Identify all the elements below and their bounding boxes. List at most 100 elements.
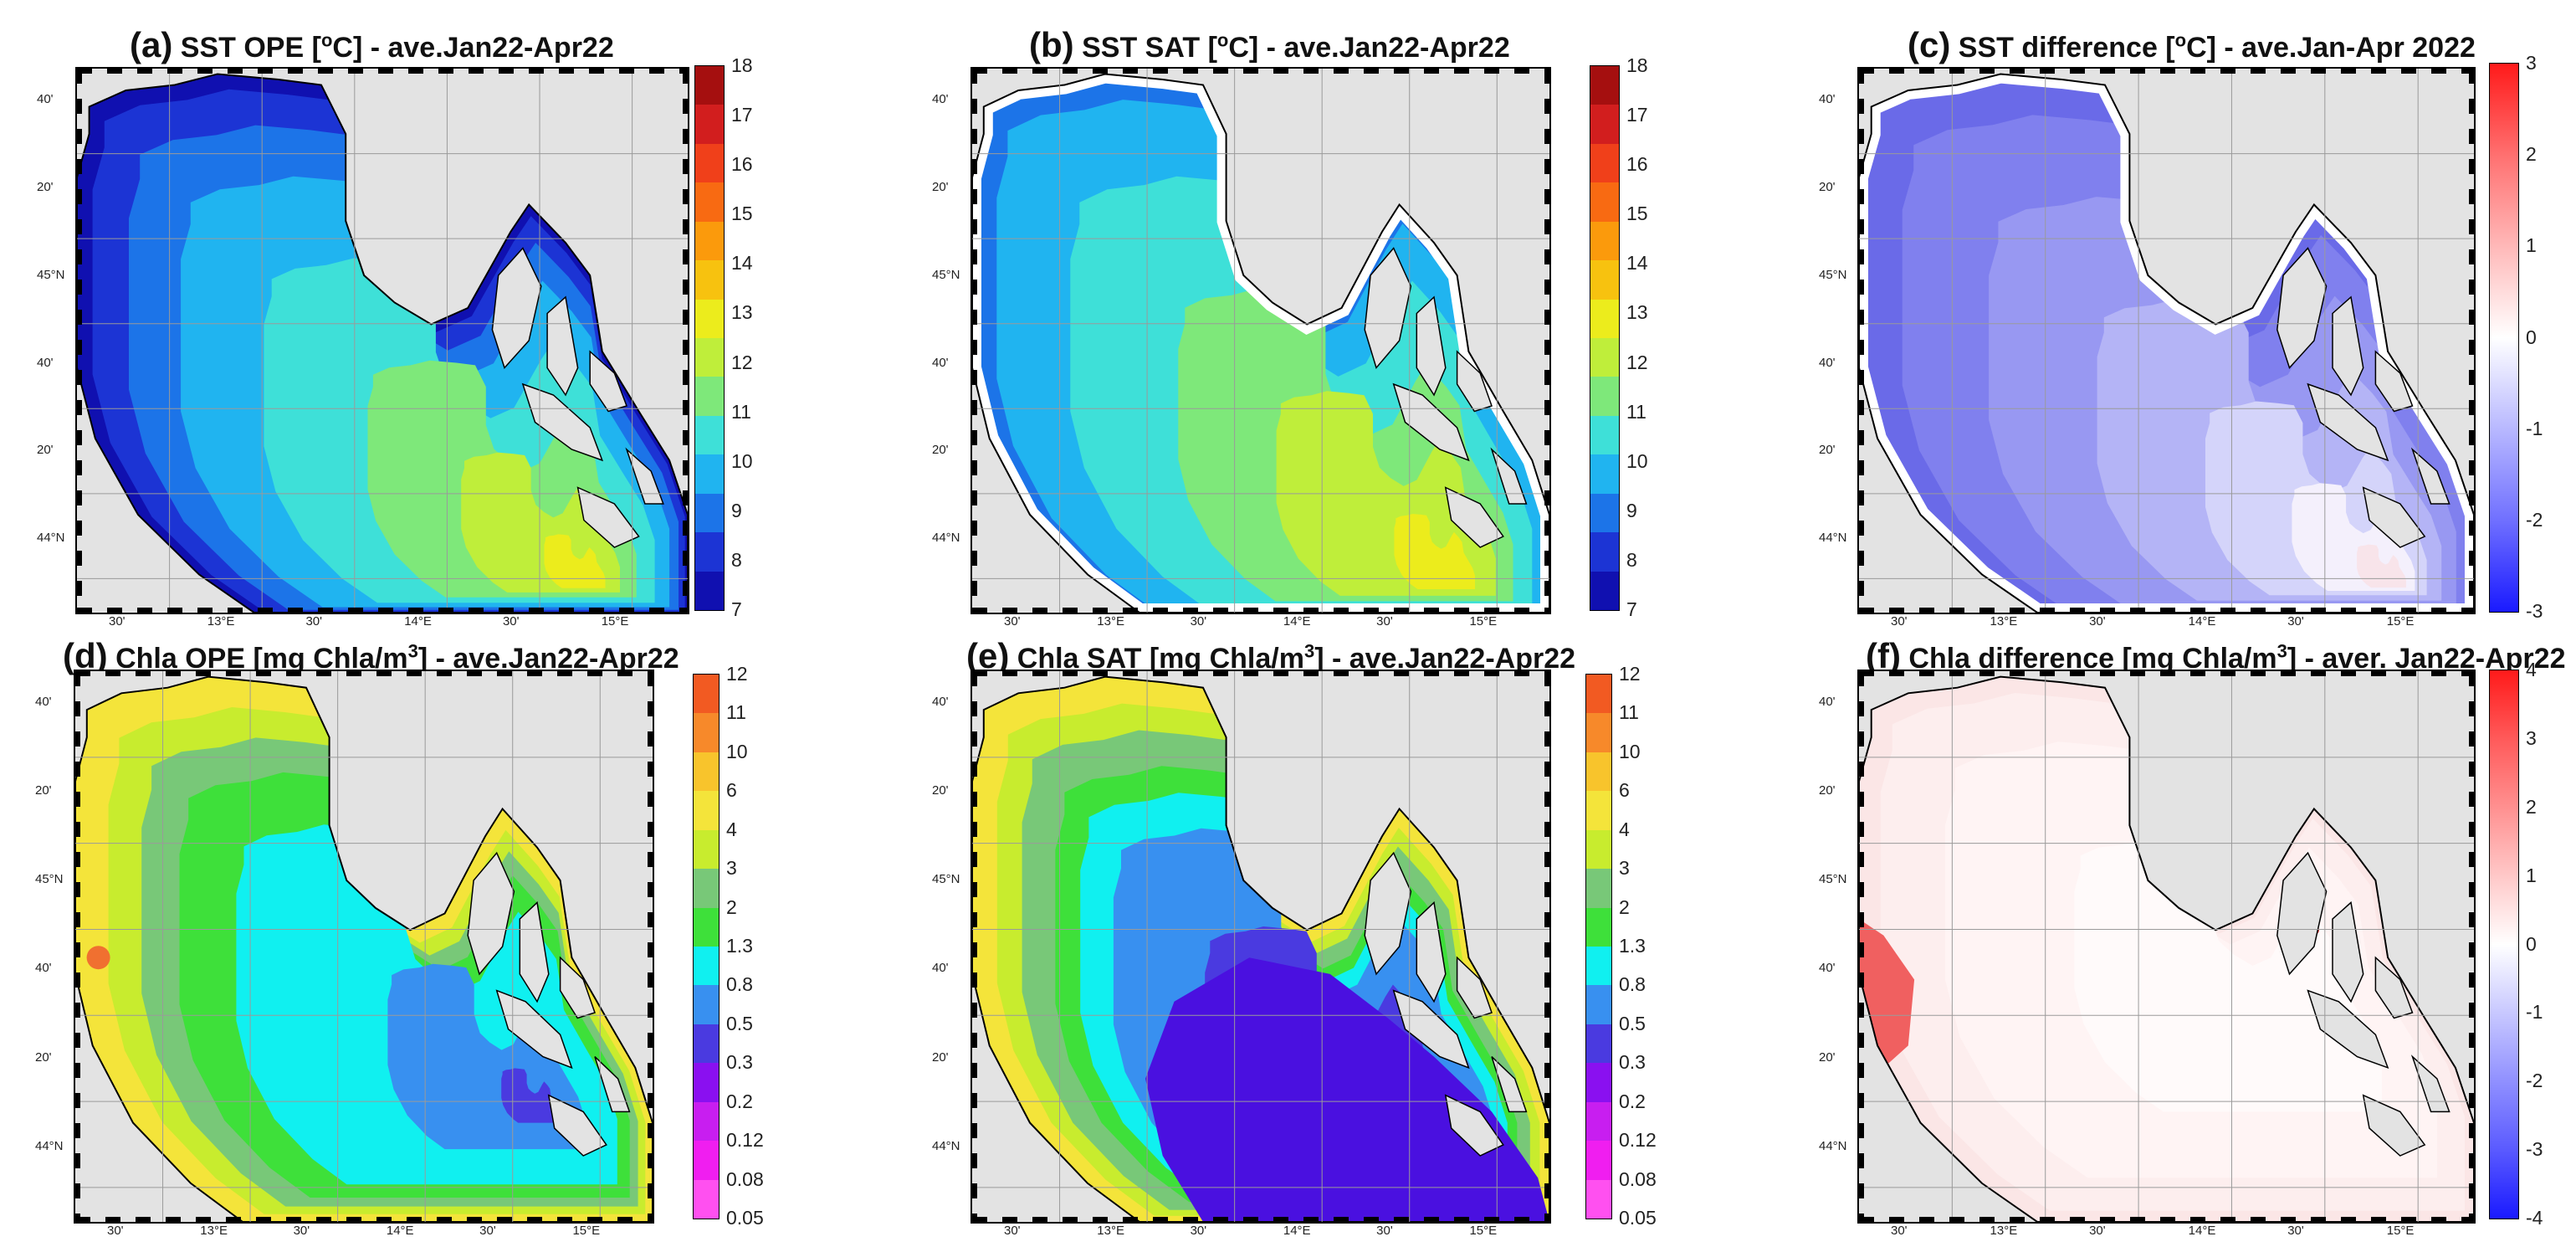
- title-text: SST OPE [: [172, 32, 321, 64]
- border-tick: [438, 608, 453, 613]
- colorbar-label: 4: [2526, 659, 2537, 680]
- border-tick: [2130, 608, 2145, 613]
- border-tick: [1544, 608, 1549, 613]
- border-tick: [2469, 942, 2474, 957]
- island: [1392, 989, 1470, 1070]
- island: [625, 447, 664, 505]
- colorbar-label: 0.8: [726, 973, 753, 996]
- border-tick: [1544, 822, 1549, 837]
- border-tick: [77, 340, 82, 355]
- border-tick: [2401, 69, 2416, 74]
- border-tick: [77, 611, 82, 613]
- coastline: [75, 675, 653, 1222]
- border-tick: [2469, 1183, 2474, 1198]
- border-tick: [1334, 69, 1349, 74]
- border-tick: [2311, 671, 2326, 676]
- colorbar-label: -4: [2526, 1207, 2543, 1229]
- border-tick: [1514, 608, 1529, 613]
- border-tick: [1859, 189, 1864, 204]
- title-sup: 3: [1303, 640, 1315, 662]
- border-tick: [648, 731, 653, 747]
- x-tick-label: 13°E: [1097, 1224, 1124, 1238]
- y-tick-label: 44°N: [1819, 531, 1847, 546]
- border-tick: [77, 249, 82, 264]
- colorbar-label: 16: [1626, 153, 1648, 176]
- border-tick: [75, 762, 80, 777]
- colorbar-label: 18: [1626, 54, 1648, 76]
- border-tick: [2469, 792, 2474, 807]
- x-tick-label: 13°E: [1990, 614, 2018, 629]
- border-tick: [196, 671, 211, 676]
- colorbar-step: [694, 791, 719, 832]
- border-tick: [1544, 942, 1549, 957]
- y-tick-label: 20': [37, 179, 54, 194]
- border-tick: [2251, 608, 2266, 613]
- colorbar: [694, 65, 725, 611]
- y-tick-label: 45°N: [1819, 872, 1847, 887]
- border-tick: [972, 400, 977, 415]
- border-tick: [408, 608, 423, 613]
- colorbar-step: [1586, 713, 1611, 754]
- border-tick: [2341, 671, 2356, 676]
- border-tick: [77, 310, 82, 325]
- colorbar-step: [1586, 1141, 1611, 1182]
- x-tick-label: 30': [305, 614, 323, 629]
- border-tick: [75, 792, 80, 807]
- border-tick: [1859, 280, 1864, 295]
- x-tick-label: 30': [502, 614, 520, 629]
- border-tick: [683, 340, 688, 355]
- border-tick: [972, 129, 977, 144]
- border-tick: [2469, 882, 2474, 897]
- border-tick: [1859, 1093, 1864, 1108]
- border-tick: [1544, 762, 1549, 777]
- border-tick: [1424, 671, 1439, 676]
- colorbar-step: [695, 454, 724, 495]
- border-tick: [75, 822, 80, 837]
- border-tick: [2220, 671, 2235, 676]
- colorbar-label: 11: [731, 400, 751, 423]
- x-tick-label: 15°E: [2386, 1224, 2415, 1238]
- border-tick: [1859, 731, 1864, 747]
- y-tick-label: 40': [1819, 695, 1836, 709]
- border-tick: [679, 608, 688, 613]
- colorbar-step: [1590, 377, 1619, 418]
- border-tick: [75, 882, 80, 897]
- border-tick: [1859, 340, 1864, 355]
- border-tick: [1123, 671, 1138, 676]
- colorbar-step: [694, 1141, 719, 1182]
- border-tick: [1889, 69, 1904, 74]
- border-tick: [77, 460, 82, 475]
- border-tick: [972, 762, 977, 777]
- border-tick: [346, 671, 361, 676]
- border-tick: [1424, 69, 1439, 74]
- border-tick: [1949, 608, 1964, 613]
- map-svg: [1859, 69, 2474, 613]
- colorbar: [1585, 674, 1612, 1219]
- field: [75, 676, 653, 1222]
- border-tick: [2469, 551, 2474, 566]
- colorbar-label: 10: [726, 740, 748, 762]
- x-tick-label: 30': [2287, 1224, 2304, 1238]
- border-tick: [2469, 1214, 2474, 1222]
- border-tick: [2461, 608, 2474, 613]
- colorbar-label: 10: [731, 449, 753, 472]
- border-tick: [648, 1063, 653, 1078]
- border-tick: [619, 69, 634, 74]
- border-tick: [1183, 608, 1198, 613]
- coastline: [1859, 73, 2474, 613]
- colorbar-step: [695, 143, 724, 185]
- border-tick: [1273, 608, 1288, 613]
- border-tick: [77, 370, 82, 385]
- colorbar-label: 11: [1626, 400, 1646, 423]
- border-tick: [497, 1217, 512, 1222]
- title-text-end: C] - ave.Jan22-Apr22: [332, 32, 614, 64]
- border-tick: [2281, 671, 2296, 676]
- field-band: [2074, 839, 2382, 1112]
- border-tick: [378, 69, 393, 74]
- title-sup: o: [1216, 29, 1229, 51]
- border-tick: [2220, 608, 2235, 613]
- border-tick: [1544, 430, 1549, 445]
- colorbar-step: [694, 1024, 719, 1065]
- border-tick: [2220, 69, 2235, 74]
- border-tick: [2431, 1217, 2446, 1222]
